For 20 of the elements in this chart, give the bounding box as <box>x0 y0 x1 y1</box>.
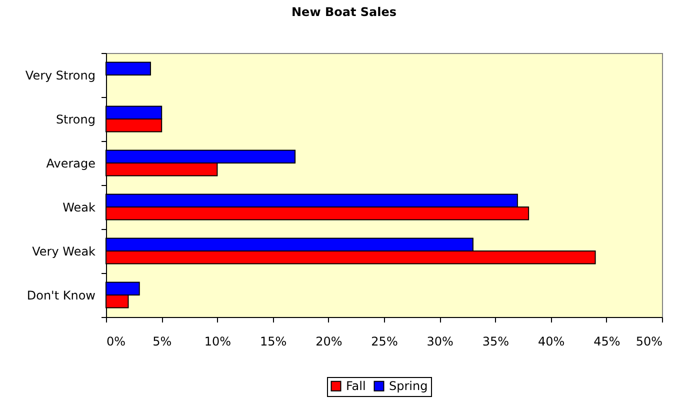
x-tick-label: 50% <box>636 334 662 348</box>
y-tick-label: Weak <box>62 200 96 214</box>
x-tick-label: 10% <box>204 334 232 348</box>
x-tick-label: 40% <box>538 334 565 348</box>
y-tick-label: Average <box>46 156 96 170</box>
x-tick-label: 5% <box>152 334 172 348</box>
x-tick-label: 30% <box>426 334 454 348</box>
x-tick-label: 25% <box>371 334 398 348</box>
x-tick-label: 0% <box>106 334 126 348</box>
x-tick-label: 20% <box>316 334 342 348</box>
x-tick-label: 35% <box>482 334 510 348</box>
x-tick-label: 45% <box>594 334 620 348</box>
y-tick-label: Very Strong <box>25 68 96 82</box>
chart-title: New Boat Sales <box>292 5 396 19</box>
y-tick-label: Strong <box>56 112 96 126</box>
legend-label: Spring <box>389 379 428 394</box>
legend-label: Fall <box>346 379 366 394</box>
y-tick-label: Don't Know <box>26 288 96 302</box>
x-tick-label: 15% <box>260 334 287 348</box>
y-tick-label: Very Weak <box>32 244 96 258</box>
